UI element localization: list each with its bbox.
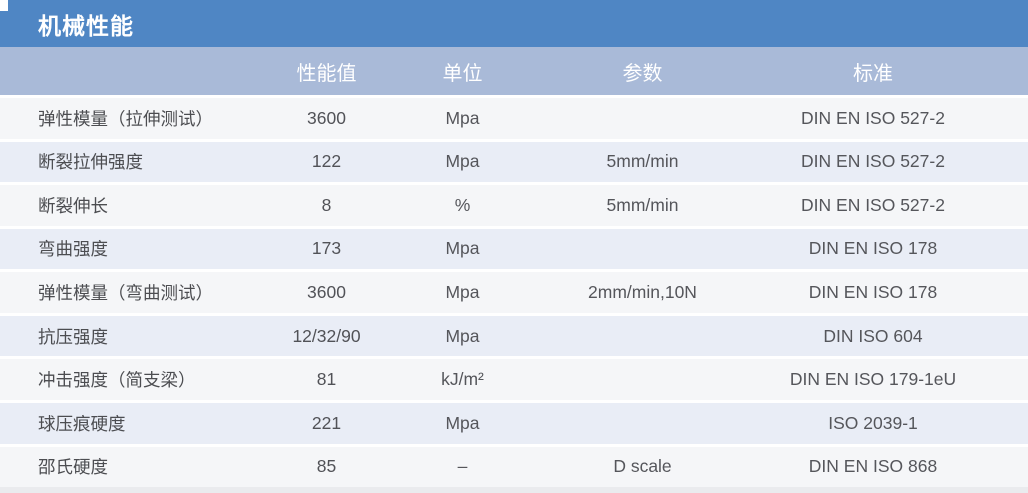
table-row: 弹性模量（拉伸测试） 3600 Mpa DIN EN ISO 527-2 [0, 98, 1028, 139]
table-row: 冲击强度（简支梁） 81 kJ/m² DIN EN ISO 179-1eU [0, 359, 1028, 400]
property-name-cell: 弹性模量（拉伸测试） [38, 108, 213, 129]
table-row: 球压痕硬度 221 Mpa ISO 2039-1 [0, 402, 1028, 444]
unit-cell: Mpa [445, 282, 480, 303]
unit-cell: Mpa [445, 151, 480, 172]
standard-cell: DIN EN ISO 527-2 [801, 194, 945, 215]
standard-cell: DIN EN ISO 527-2 [801, 151, 945, 172]
table-row: 断裂伸长 8 % 5mm/min DIN EN ISO 527-2 [0, 185, 1028, 226]
standard-cell: DIN ISO 604 [823, 325, 923, 346]
column-header-unit: 单位 [442, 62, 483, 85]
table-row: 邵氏硬度 85 – D scale DIN EN ISO 868 [0, 446, 1028, 488]
corner-notch [0, 0, 8, 11]
column-header-standard: 标准 [853, 62, 893, 85]
unit-cell: Mpa [445, 107, 480, 128]
parameter-cell: D scale [613, 456, 672, 477]
standard-cell: DIN EN ISO 179-1eU [789, 369, 957, 390]
property-name-cell: 断裂拉伸强度 [38, 152, 143, 173]
standard-cell: DIN EN ISO 527-2 [801, 107, 945, 128]
table-row: 弹性模量（弯曲测试） 3600 Mpa 2mm/min,10N DIN EN I… [0, 272, 1028, 313]
value-cell: 122 [311, 151, 342, 172]
value-cell: 221 [311, 412, 342, 433]
standard-cell: DIN EN ISO 178 [808, 282, 938, 303]
table-row: 断裂拉伸强度 122 Mpa 5mm/min DIN EN ISO 527-2 [0, 141, 1028, 183]
property-name-cell: 断裂伸长 [38, 195, 108, 216]
section-title: 机械性能 [38, 12, 134, 39]
value-cell: 3600 [307, 282, 346, 303]
section-header-bar: 机械性能 [0, 0, 1028, 47]
unit-cell: – [457, 456, 468, 477]
parameter-cell: 5mm/min [606, 151, 679, 172]
value-cell: 85 [316, 456, 337, 477]
parameter-cell: 5mm/min [606, 194, 679, 215]
column-header-parameter: 参数 [622, 62, 663, 85]
table-row: 弯曲强度 173 Mpa DIN EN ISO 178 [0, 228, 1028, 270]
table-row: 抗压强度 12/32/90 Mpa DIN ISO 604 [0, 315, 1028, 357]
parameter-cell: 2mm/min,10N [588, 282, 697, 303]
property-name-cell: 冲击强度（简支梁） [38, 370, 196, 391]
value-cell: 3600 [307, 107, 346, 128]
unit-cell: % [454, 194, 471, 215]
value-cell: 12/32/90 [292, 325, 361, 346]
standard-cell: DIN EN ISO 178 [808, 238, 938, 259]
unit-cell: kJ/m² [441, 369, 484, 390]
property-name-cell: 弯曲强度 [38, 239, 108, 260]
unit-cell: Mpa [445, 412, 480, 433]
standard-cell: ISO 2039-1 [828, 412, 918, 433]
standard-cell: DIN EN ISO 868 [808, 456, 938, 477]
unit-cell: Mpa [445, 238, 480, 259]
column-header-value: 性能值 [296, 62, 357, 85]
table-body: 弹性模量（拉伸测试） 3600 Mpa DIN EN ISO 527-2 断裂拉… [0, 95, 1028, 488]
value-cell: 8 [321, 194, 332, 215]
bottom-divider [0, 487, 1028, 493]
property-name-cell: 弹性模量（弯曲测试） [38, 283, 213, 304]
property-name-cell: 球压痕硬度 [38, 413, 126, 434]
table-header-row: 性能值 单位 参数 标准 [0, 47, 1028, 95]
value-cell: 173 [311, 238, 342, 259]
unit-cell: Mpa [445, 325, 480, 346]
property-name-cell: 抗压强度 [38, 326, 108, 347]
property-name-cell: 邵氏硬度 [38, 457, 108, 478]
value-cell: 81 [316, 369, 337, 390]
